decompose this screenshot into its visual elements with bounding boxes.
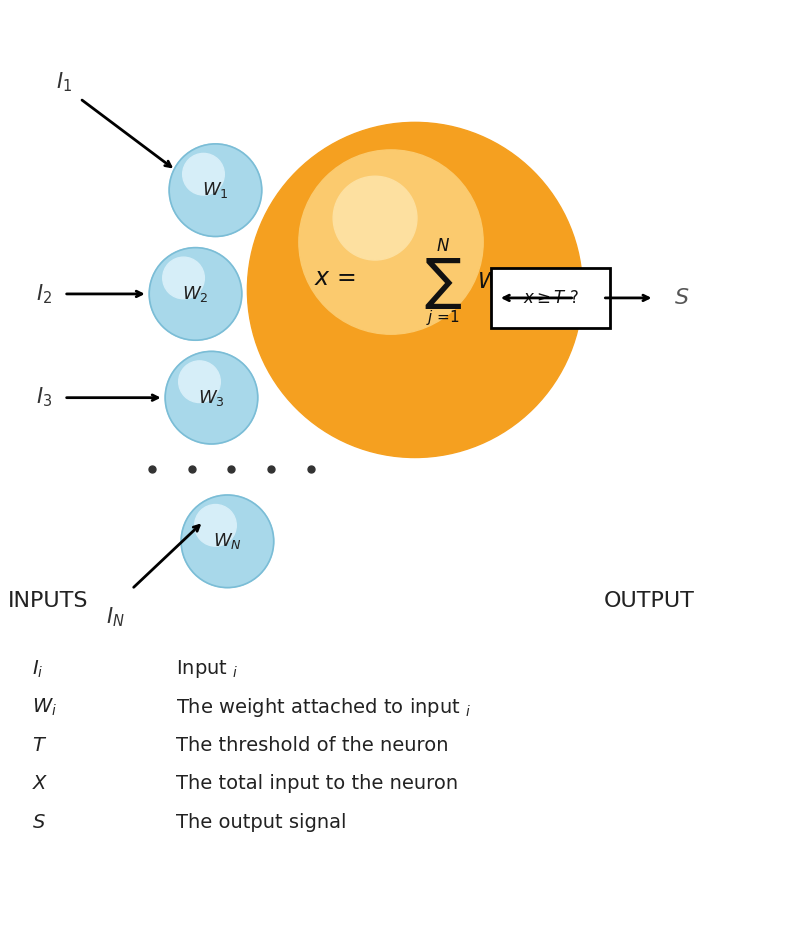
- Text: The threshold of the neuron: The threshold of the neuron: [176, 736, 448, 755]
- Text: INPUTS: INPUTS: [8, 591, 89, 611]
- Circle shape: [298, 150, 483, 334]
- Text: $\mathit{N}$: $\mathit{N}$: [436, 237, 450, 255]
- Circle shape: [165, 351, 258, 444]
- Circle shape: [169, 144, 262, 236]
- Text: $\mathit{I}_i$: $\mathit{I}_i$: [32, 658, 43, 680]
- Circle shape: [334, 176, 417, 260]
- FancyBboxPatch shape: [491, 268, 610, 328]
- Text: $\mathit{S}$: $\mathit{S}$: [674, 288, 689, 308]
- Text: $\mathit{x}$ =: $\mathit{x}$ =: [314, 266, 356, 290]
- Text: $\mathit{W}_j\,\mathit{I}_j$: $\mathit{W}_j\,\mathit{I}_j$: [477, 270, 520, 297]
- Text: $\sum$: $\sum$: [424, 256, 462, 311]
- Text: $\mathit{X}$: $\mathit{X}$: [32, 775, 49, 793]
- Circle shape: [195, 505, 236, 546]
- Circle shape: [183, 154, 224, 196]
- Text: $\mathit{W}_{\mathit{N}}$: $\mathit{W}_{\mathit{N}}$: [213, 532, 242, 551]
- Circle shape: [181, 495, 274, 587]
- Text: $\mathit{I}_2$: $\mathit{I}_2$: [36, 282, 52, 305]
- Text: $\mathit{W}_2$: $\mathit{W}_2$: [182, 284, 209, 304]
- Text: The total input to the neuron: The total input to the neuron: [176, 775, 458, 793]
- Text: $\mathit{I}_{\mathit{N}}$: $\mathit{I}_{\mathit{N}}$: [106, 605, 125, 628]
- Text: $\mathit{W}_i$: $\mathit{W}_i$: [32, 696, 57, 718]
- Text: $\mathit{I}_1$: $\mathit{I}_1$: [56, 71, 72, 94]
- Text: $\mathit{W}_3$: $\mathit{W}_3$: [198, 387, 225, 408]
- Text: $x \geq T$ ?: $x \geq T$ ?: [523, 289, 579, 307]
- Text: $\mathit{W}_1$: $\mathit{W}_1$: [202, 181, 229, 200]
- Circle shape: [149, 248, 242, 340]
- Circle shape: [247, 122, 583, 457]
- Text: OUTPUT: OUTPUT: [603, 591, 694, 611]
- Circle shape: [163, 257, 204, 299]
- Text: Input $_{i}$: Input $_{i}$: [176, 658, 238, 680]
- Text: $\mathit{I}_3$: $\mathit{I}_3$: [36, 385, 52, 410]
- Text: $j$ =1: $j$ =1: [426, 308, 460, 328]
- Text: The weight attached to input $_{i}$: The weight attached to input $_{i}$: [176, 695, 471, 719]
- Text: The output signal: The output signal: [176, 813, 346, 831]
- Circle shape: [179, 361, 220, 402]
- Text: $\mathit{S}$: $\mathit{S}$: [32, 813, 45, 831]
- Text: $\mathit{T}$: $\mathit{T}$: [32, 736, 47, 755]
